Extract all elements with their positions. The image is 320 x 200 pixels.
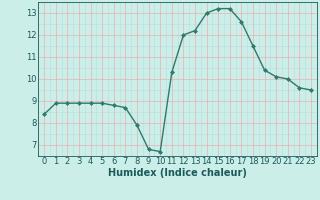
X-axis label: Humidex (Indice chaleur): Humidex (Indice chaleur) [108, 168, 247, 178]
